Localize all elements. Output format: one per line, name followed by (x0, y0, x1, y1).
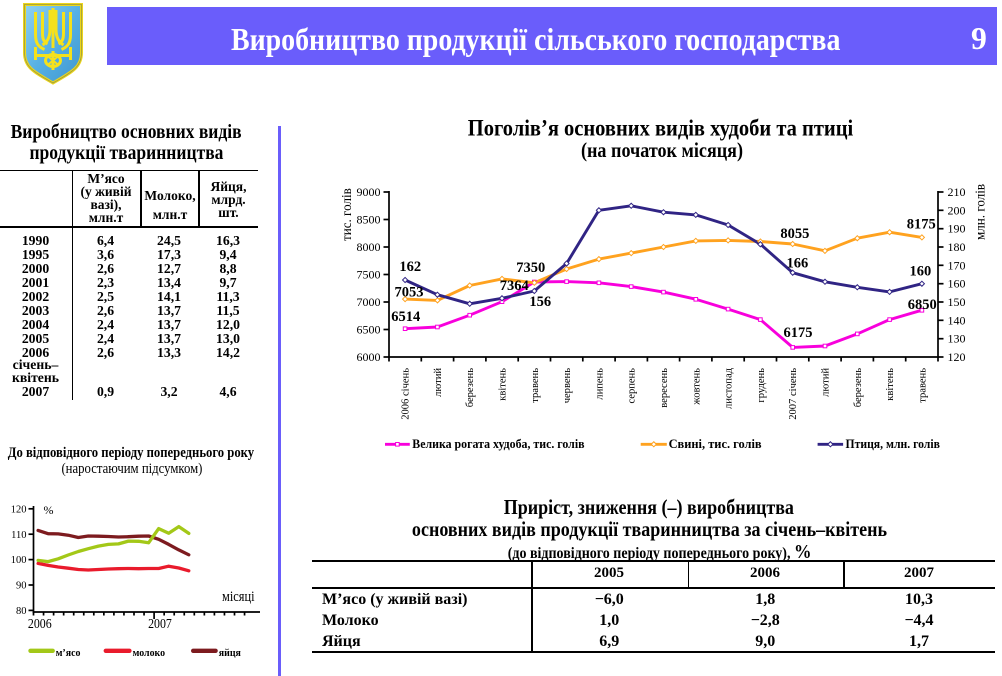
svg-text:липень: липень (593, 368, 605, 400)
svg-text:лютий: лютий (819, 368, 831, 397)
svg-text:150: 150 (948, 295, 966, 309)
svg-text:березень: березень (852, 368, 864, 407)
svg-text:7350: 7350 (516, 260, 545, 276)
svg-text:200: 200 (948, 203, 966, 217)
svg-text:травень: травень (529, 368, 541, 403)
svg-text:190: 190 (948, 222, 966, 236)
svg-text:130: 130 (948, 332, 966, 346)
svg-text:6850: 6850 (908, 297, 937, 313)
svg-text:молоко: молоко (133, 648, 165, 660)
svg-text:місяці: місяці (222, 588, 255, 604)
svg-text:90: 90 (16, 581, 27, 592)
svg-text:травень: травень (916, 368, 928, 403)
svg-text:8500: 8500 (357, 213, 381, 227)
svg-text:квітень: квітень (884, 368, 896, 401)
svg-text:вересень: вересень (658, 368, 670, 408)
svg-text:180: 180 (948, 240, 966, 254)
svg-text:8055: 8055 (780, 226, 809, 242)
svg-text:Велика рогата худоба, тис. гол: Велика рогата худоба, тис. голів (412, 437, 585, 452)
svg-text:червень: червень (561, 368, 573, 403)
svg-text:7364: 7364 (500, 278, 529, 294)
svg-text:6514: 6514 (391, 309, 420, 325)
svg-text:80: 80 (16, 606, 27, 617)
svg-text:6000: 6000 (357, 350, 381, 364)
svg-text:жовтень: жовтень (690, 368, 702, 406)
svg-text:березень: березень (464, 368, 476, 407)
svg-text:120: 120 (11, 504, 27, 515)
svg-text:156: 156 (529, 294, 551, 310)
svg-text:100: 100 (11, 555, 27, 566)
svg-text:2006 січень: 2006 січень (399, 368, 411, 420)
svg-text:Поголів’я основних видів худоб: Поголів’я основних видів худоби та птиці (468, 114, 853, 141)
svg-text:160: 160 (910, 264, 932, 280)
svg-text:Птиця, млн. голів: Птиця, млн. голів (846, 436, 941, 451)
svg-text:листопад: листопад (722, 367, 734, 409)
svg-text:квітень: квітень (496, 368, 508, 401)
svg-text:7000: 7000 (357, 295, 381, 309)
svg-text:7500: 7500 (357, 268, 381, 282)
svg-text:170: 170 (948, 258, 966, 272)
svg-text:162: 162 (399, 259, 421, 275)
svg-text:8000: 8000 (357, 240, 381, 254)
svg-text:120: 120 (948, 350, 966, 364)
svg-text:9000: 9000 (357, 185, 381, 199)
svg-text:2007 січень: 2007 січень (787, 368, 799, 420)
svg-text:110: 110 (11, 530, 26, 541)
svg-text:210: 210 (948, 185, 966, 199)
svg-text:лютий: лютий (432, 368, 444, 397)
svg-text:тис. голів: тис. голів (339, 188, 354, 241)
svg-text:7053: 7053 (395, 285, 424, 301)
svg-text:Свині, тис. голів: Свині, тис. голів (669, 437, 762, 451)
svg-text:166: 166 (787, 255, 809, 271)
svg-text:2007: 2007 (148, 616, 172, 631)
svg-text:м’ясо: м’ясо (56, 648, 81, 660)
svg-text:яйця: яйця (219, 648, 241, 660)
svg-text:серпень: серпень (626, 368, 638, 404)
svg-text:%: % (44, 503, 54, 517)
svg-text:6500: 6500 (357, 323, 381, 337)
svg-text:8175: 8175 (907, 216, 936, 232)
svg-text:2006: 2006 (28, 616, 52, 631)
svg-text:млн. голів: млн. голів (972, 184, 987, 240)
svg-text:140: 140 (948, 313, 966, 327)
svg-text:грудень: грудень (755, 368, 767, 403)
svg-text:6175: 6175 (784, 325, 813, 341)
svg-text:160: 160 (948, 277, 966, 291)
svg-text:(на початок місяця): (на початок місяця) (581, 140, 743, 162)
